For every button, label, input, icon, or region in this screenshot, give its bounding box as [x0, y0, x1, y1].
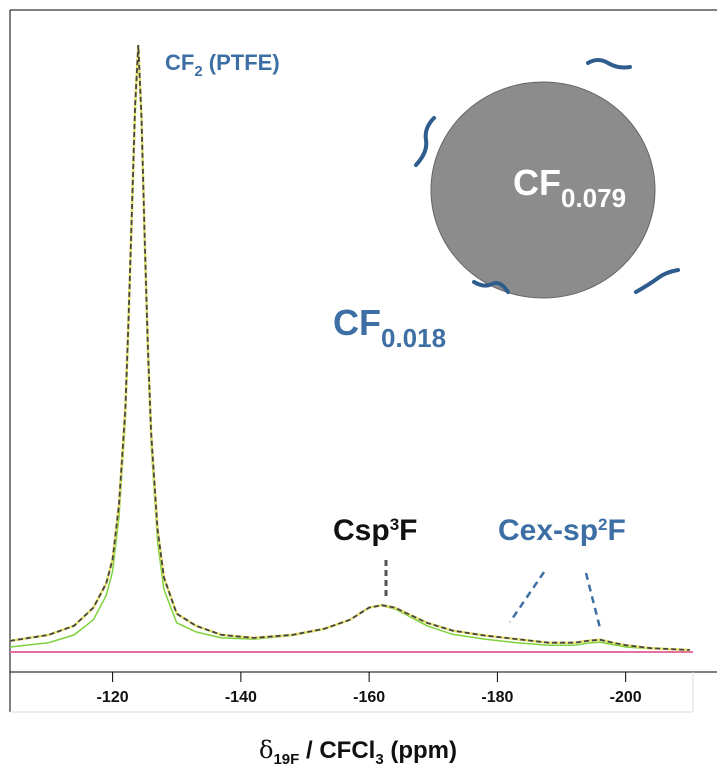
- x-label-rest: / CFCl: [299, 737, 375, 764]
- core-label: CF0.079: [513, 162, 626, 213]
- core-text: CF: [513, 162, 561, 203]
- cex-label: Cex-sp2F: [498, 514, 626, 547]
- surface-mark: [472, 280, 510, 294]
- csp3-sup: 3: [390, 515, 399, 534]
- x-tick-label: -160: [353, 689, 385, 706]
- csp3-after: F: [399, 514, 417, 547]
- ptfe-text: CF: [165, 50, 194, 75]
- csp3-label: Csp3F: [333, 514, 417, 547]
- surface-mark: [414, 116, 436, 167]
- x-tick-label: -140: [225, 689, 257, 706]
- ptfe-sub: 2: [194, 63, 202, 80]
- ptfe-after: (PTFE): [203, 50, 280, 75]
- cex-leader: [508, 571, 546, 623]
- x-tick-label: -180: [481, 689, 513, 706]
- shell-sub: 0.018: [381, 323, 446, 353]
- cex-sup: 2: [598, 515, 607, 534]
- particle-surface: [414, 58, 680, 294]
- shell-label: CF0.018: [333, 302, 446, 353]
- surface-mark: [634, 268, 680, 294]
- surface-mark: [586, 58, 632, 70]
- x-label-sub: 19F: [273, 751, 299, 768]
- cex-after: F: [608, 514, 626, 547]
- shell-text: CF: [333, 302, 381, 343]
- ptfe-label: CF2 (PTFE): [165, 50, 280, 80]
- core-sub: 0.079: [561, 183, 626, 213]
- x-tick-label: -120: [97, 689, 129, 706]
- x-axis-label: δ19F / CFCl3 (ppm): [259, 736, 457, 768]
- x-label-symbol: δ: [259, 736, 273, 764]
- cex-text: Cex-sp: [498, 514, 598, 547]
- csp3-text: Csp: [333, 514, 390, 547]
- particle: [430, 81, 656, 299]
- x-tick-label: -200: [610, 689, 642, 706]
- x-label-end: (ppm): [384, 737, 457, 764]
- spectrum-line: [9, 44, 690, 651]
- cex-leader: [584, 572, 602, 629]
- x-label-sub2: 3: [375, 751, 383, 768]
